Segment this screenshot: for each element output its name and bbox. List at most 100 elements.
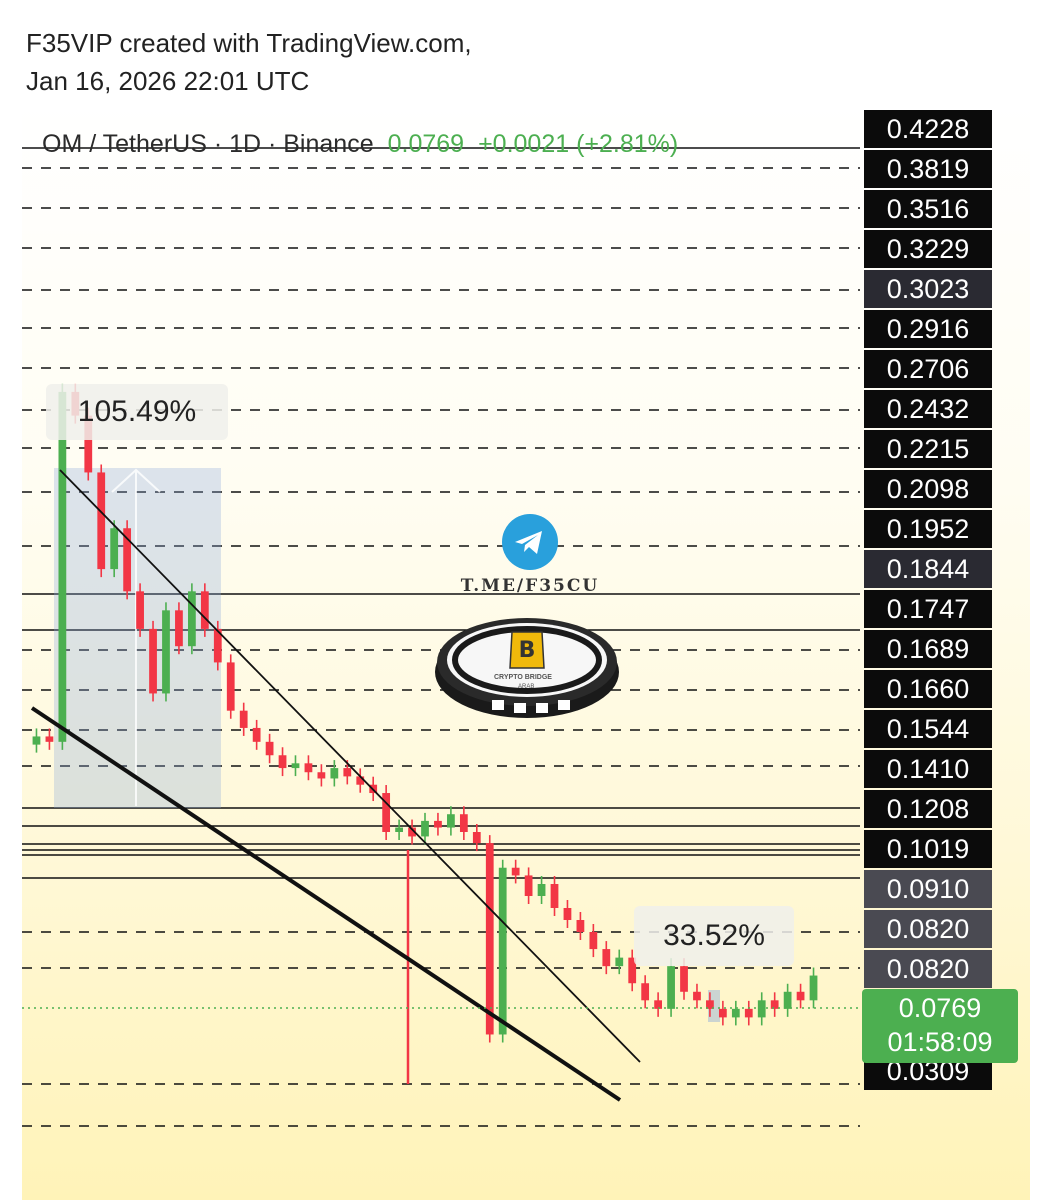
candle-body[interactable] bbox=[718, 1008, 727, 1018]
candle-body[interactable] bbox=[252, 727, 261, 742]
price-axis-label: 0.0910 bbox=[864, 870, 992, 908]
candle-body[interactable] bbox=[809, 975, 818, 1001]
candle-body[interactable] bbox=[200, 591, 209, 629]
last-price-label: 0.0769 01:58:09 bbox=[862, 989, 1018, 1063]
candle-body[interactable] bbox=[278, 755, 287, 769]
price-axis-label: 0.3023 bbox=[864, 270, 992, 308]
symbol-name: OM / TetherUS · 1D · Binance bbox=[42, 130, 374, 158]
candle-body[interactable] bbox=[783, 991, 792, 1009]
candle-body[interactable] bbox=[693, 991, 701, 1001]
trendline-lower[interactable] bbox=[30, 706, 622, 1102]
symbol-change: +0.0021 (+2.81%) bbox=[478, 130, 679, 158]
candle-body[interactable] bbox=[343, 768, 352, 777]
candle-body[interactable] bbox=[32, 736, 41, 745]
candle-body[interactable] bbox=[226, 662, 235, 711]
price-axis-label: 0.0820 bbox=[864, 910, 992, 948]
telegram-icon bbox=[502, 514, 558, 570]
candle-body[interactable] bbox=[58, 391, 67, 742]
crypto-bridge-coin-logo: B CRYPTO BRIDGE ARAB bbox=[432, 610, 622, 720]
measure-range-box[interactable] bbox=[54, 468, 221, 808]
coin-text: CRYPTO BRIDGE bbox=[494, 674, 552, 681]
candle-body[interactable] bbox=[654, 1000, 662, 1009]
candle-body[interactable] bbox=[589, 932, 598, 950]
price-axis-label: 0.1660 bbox=[864, 670, 992, 708]
bar-countdown: 01:58:09 bbox=[887, 1027, 993, 1057]
range-percent-label-2: 33.52% bbox=[634, 906, 794, 966]
last-price-value: 0.0769 bbox=[898, 993, 982, 1023]
range-percent-label-1: 105.49% bbox=[46, 384, 228, 440]
candle-body[interactable] bbox=[382, 793, 391, 832]
candle-body[interactable] bbox=[628, 957, 637, 984]
candle-body[interactable] bbox=[84, 415, 93, 473]
measure-arrow bbox=[111, 468, 161, 806]
svg-text:B: B bbox=[519, 638, 536, 663]
candle-body[interactable] bbox=[45, 736, 54, 742]
candle-body[interactable] bbox=[434, 820, 442, 828]
candle-body[interactable] bbox=[291, 763, 300, 769]
price-axis-label: 0.2916 bbox=[864, 310, 992, 348]
coin-subtext: ARAB bbox=[518, 684, 535, 690]
price-axis-label: 0.0820 bbox=[864, 950, 992, 988]
price-axis-label: 0.1747 bbox=[864, 590, 992, 628]
candle-body[interactable] bbox=[498, 867, 507, 1035]
candle-body[interactable] bbox=[149, 628, 157, 694]
candle-body[interactable] bbox=[459, 814, 468, 832]
candle-body[interactable] bbox=[356, 776, 365, 785]
candle-body[interactable] bbox=[680, 966, 688, 992]
price-axis-label: 0.4228 bbox=[864, 110, 992, 148]
candle-body[interactable] bbox=[97, 472, 106, 570]
candle-body[interactable] bbox=[615, 957, 624, 967]
candle-body[interactable] bbox=[421, 820, 429, 837]
candle-body[interactable] bbox=[757, 1000, 766, 1018]
price-axis-label: 0.1544 bbox=[864, 710, 992, 748]
candle-body[interactable] bbox=[408, 827, 416, 837]
candle-body[interactable] bbox=[550, 884, 559, 908]
candle-body[interactable] bbox=[524, 875, 533, 896]
candle-body[interactable] bbox=[447, 814, 455, 828]
candle-body[interactable] bbox=[395, 827, 403, 832]
price-axis-label: 0.2706 bbox=[864, 350, 992, 388]
symbol-bar: OM / TetherUS · 1D · Binance 0.0769 +0.002… bbox=[42, 130, 678, 159]
price-axis-label: 0.1844 bbox=[864, 550, 992, 588]
price-axis-label: 0.1689 bbox=[864, 630, 992, 668]
candle-body[interactable] bbox=[602, 949, 611, 967]
candle-body[interactable] bbox=[213, 628, 222, 663]
trendline-upper[interactable] bbox=[59, 469, 641, 1063]
price-axis-label: 0.1952 bbox=[864, 510, 992, 548]
candle-body[interactable] bbox=[304, 763, 313, 773]
symbol-price: 0.0769 bbox=[387, 130, 465, 158]
candle-body[interactable] bbox=[744, 1008, 753, 1018]
telegram-link-text: T.ME/F35CU bbox=[460, 576, 600, 596]
candle-body[interactable] bbox=[162, 610, 170, 694]
candle-body[interactable] bbox=[706, 1000, 714, 1009]
candle-body[interactable] bbox=[265, 741, 274, 756]
candle-body[interactable] bbox=[796, 991, 805, 1001]
candle-body[interactable] bbox=[239, 710, 248, 728]
candle-body[interactable] bbox=[563, 908, 572, 920]
candle-body[interactable] bbox=[188, 591, 196, 647]
price-axis-label: 0.2432 bbox=[864, 390, 992, 428]
price-axis-label: 0.3516 bbox=[864, 190, 992, 228]
candle-body[interactable] bbox=[136, 591, 144, 629]
candle-body[interactable] bbox=[667, 966, 675, 1009]
candle-body[interactable] bbox=[110, 528, 119, 570]
candle-body[interactable] bbox=[472, 832, 481, 844]
candle-body[interactable] bbox=[317, 772, 326, 779]
price-axis-label: 0.1410 bbox=[864, 750, 992, 788]
candle-body[interactable] bbox=[511, 867, 520, 876]
candle-body[interactable] bbox=[731, 1008, 740, 1018]
price-axis-label: 0.2098 bbox=[864, 470, 992, 508]
candle-body[interactable] bbox=[770, 1000, 779, 1009]
price-axis-label: 0.1208 bbox=[864, 790, 992, 828]
candle-body[interactable] bbox=[537, 884, 546, 896]
price-axis-label: 0.3229 bbox=[864, 230, 992, 268]
candle-body[interactable] bbox=[576, 920, 585, 932]
candle-body[interactable] bbox=[485, 843, 494, 1035]
candle-body[interactable] bbox=[330, 768, 339, 779]
candle-body[interactable] bbox=[641, 983, 650, 1001]
chart-header-line-2: Jan 16, 2026 22:01 UTC bbox=[26, 66, 310, 96]
candle-body[interactable] bbox=[175, 610, 183, 647]
candle-body[interactable] bbox=[123, 528, 132, 592]
measure-range-box-small bbox=[708, 990, 720, 1022]
